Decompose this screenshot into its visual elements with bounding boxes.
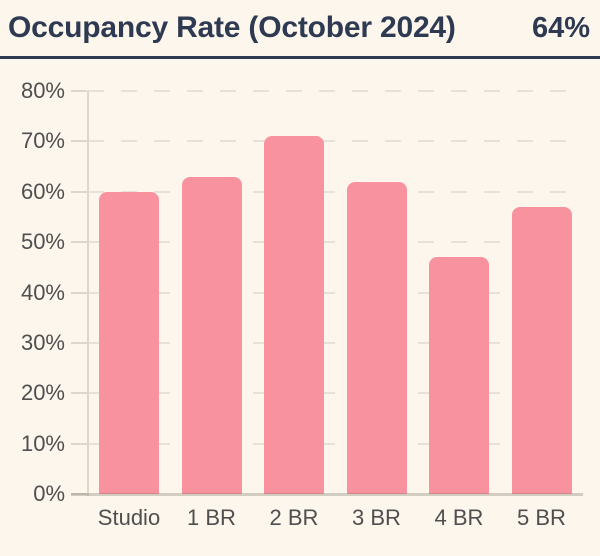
y-axis-tick-label: 70%: [20, 128, 65, 154]
y-axis-tick-label: 10%: [20, 430, 65, 456]
gridline-10%: [88, 442, 583, 445]
chart-area: 0% 10% 20% 30% 40% 50% 60% 70% 80% Studio 1 BR 2 BR…: [0, 62, 600, 556]
y-axis-tick-label: 40%: [20, 279, 65, 305]
bar-1-br: [181, 176, 242, 494]
y-axis-tick: [71, 442, 87, 445]
gridline-50%: [88, 241, 583, 244]
x-axis-label-5-br: 5 BR: [517, 505, 566, 530]
x-axis-label-1-br: 1 BR: [187, 505, 236, 530]
bar-studio: [99, 191, 159, 494]
y-axis-tick: [71, 190, 87, 193]
y-axis-tick: [71, 493, 87, 495]
x-axis-label-3-br: 3 BR: [352, 505, 401, 530]
x-axis-label-2-br: 2 BR: [269, 505, 319, 530]
gridline-30%: [88, 341, 583, 344]
y-axis-line: [87, 91, 89, 496]
y-axis-tick-label: 80%: [20, 78, 65, 103]
headline-value: 64%: [531, 11, 590, 44]
x-axis-label-4-br: 4 BR: [434, 505, 484, 530]
y-axis-tick: [71, 90, 87, 92]
y-axis-tick-label: 30%: [20, 329, 65, 355]
y-axis-tick: [71, 341, 87, 344]
y-axis-tick: [71, 291, 87, 294]
gridline-60%: [88, 190, 583, 193]
chart-title: Occupancy Rate (October 2024): [8, 11, 456, 44]
y-axis-tick: [71, 140, 87, 143]
y-axis-tick-label: 60%: [20, 178, 65, 204]
x-axis-label-studio: Studio: [97, 505, 161, 530]
gridline-70%: [88, 140, 583, 143]
gridline-80%: [88, 90, 583, 92]
bar-4-br: [429, 257, 489, 494]
bar-5-br: [511, 206, 572, 494]
bar-3-br: [346, 181, 407, 494]
y-axis-tick: [71, 241, 87, 244]
y-axis-tick-label: 0%: [33, 481, 65, 506]
gridline-20%: [88, 392, 583, 395]
chart-header: Occupancy Rate (October 2024) 64%: [0, 0, 600, 59]
x-axis-baseline: [71, 493, 583, 496]
y-axis-tick-label: 20%: [20, 380, 65, 406]
y-axis-tick: [71, 392, 87, 395]
gridline-40%: [88, 291, 583, 294]
bar-2-br: [264, 136, 324, 494]
y-axis-tick-label: 50%: [20, 229, 65, 255]
